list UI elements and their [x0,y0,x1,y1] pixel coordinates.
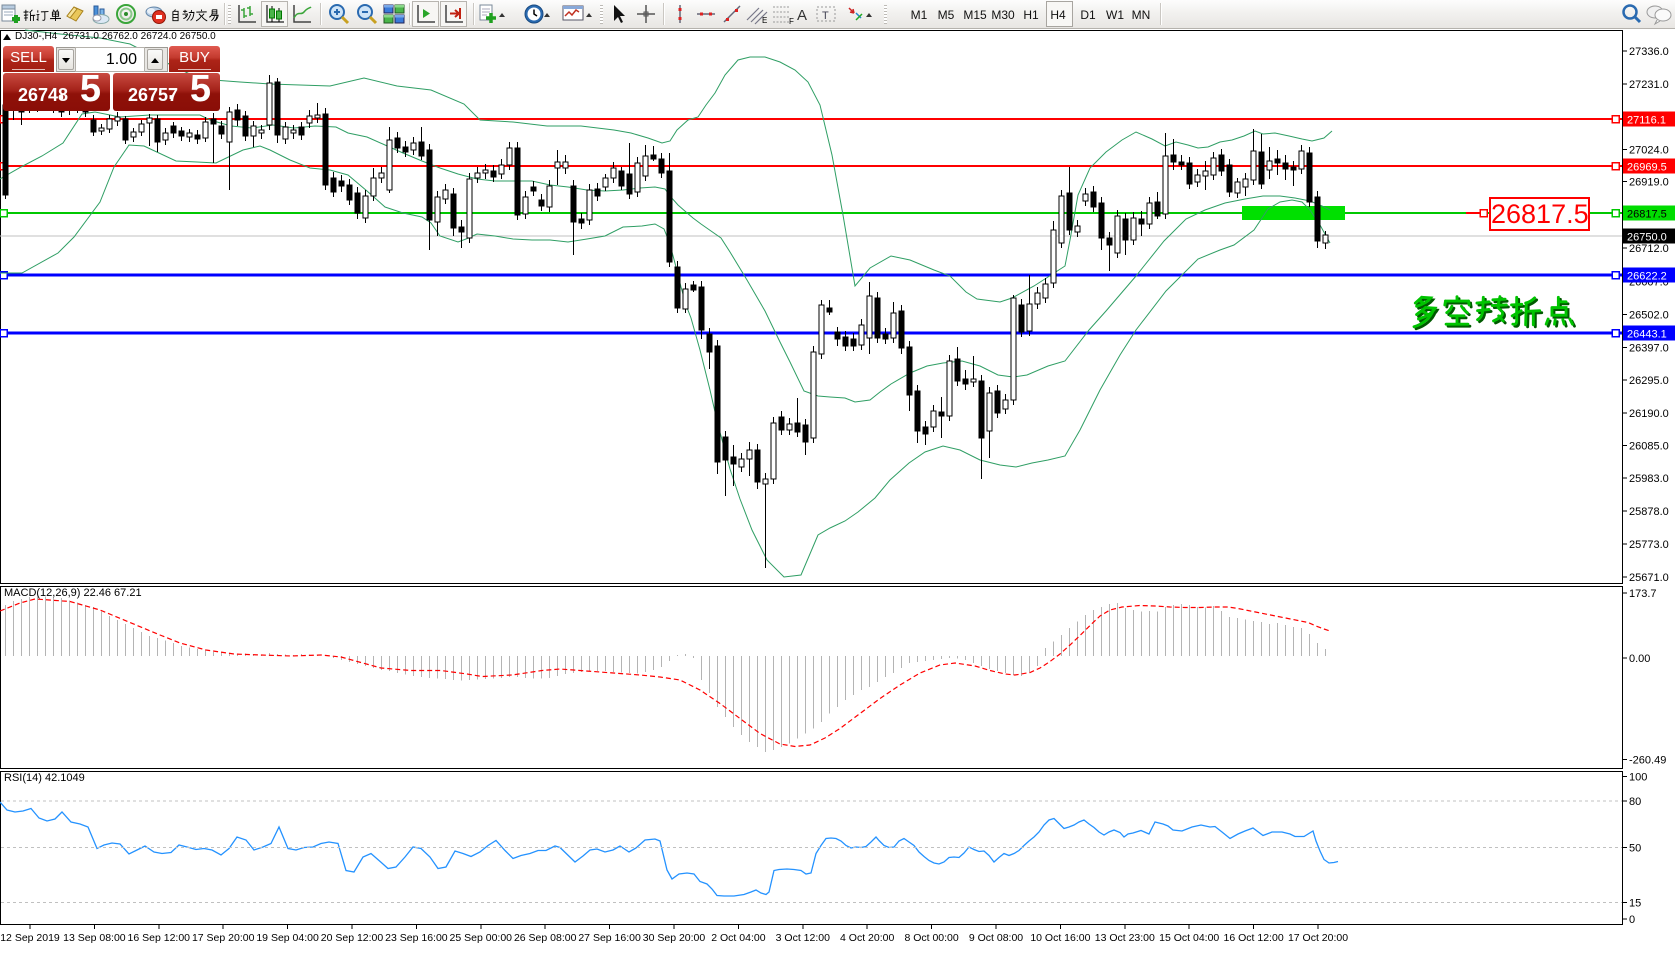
svg-text:MACD(12,26,9) 22.46 67.21: MACD(12,26,9) 22.46 67.21 [4,587,142,599]
svg-text:25878.0: 25878.0 [1629,506,1669,518]
svg-text:26 Sep 08:00: 26 Sep 08:00 [514,932,577,944]
svg-text:23 Sep 16:00: 23 Sep 16:00 [385,932,448,944]
svg-text:19 Sep 04:00: 19 Sep 04:00 [256,932,319,944]
svg-text:26190.0: 26190.0 [1629,408,1669,420]
svg-text:173.7: 173.7 [1629,588,1657,600]
svg-text:12 Sep 2019: 12 Sep 2019 [0,932,60,944]
svg-text:13 Oct 23:00: 13 Oct 23:00 [1095,932,1155,944]
svg-text:100: 100 [1629,771,1647,783]
svg-text:E: E [762,16,767,25]
svg-text:26817.5: 26817.5 [1627,209,1667,221]
svg-text:0.00: 0.00 [1629,653,1650,665]
svg-text:27231.0: 27231.0 [1629,79,1669,91]
svg-text:A: A [797,7,807,24]
svg-text:25 Sep 00:00: 25 Sep 00:00 [450,932,513,944]
svg-text:17 Oct 20:00: 17 Oct 20:00 [1288,932,1348,944]
svg-text:15: 15 [1629,898,1641,910]
svg-text:4 Oct 20:00: 4 Oct 20:00 [840,932,894,944]
svg-text:25671.0: 25671.0 [1629,572,1669,584]
svg-text:26397.0: 26397.0 [1629,343,1669,355]
svg-text:25983.0: 25983.0 [1629,473,1669,485]
svg-text:26502.0: 26502.0 [1629,310,1669,322]
svg-text:27024.0: 27024.0 [1629,144,1669,156]
svg-text:16 Oct 12:00: 16 Oct 12:00 [1224,932,1284,944]
svg-text:13 Sep 08:00: 13 Sep 08:00 [63,932,126,944]
svg-text:26443.1: 26443.1 [1627,329,1667,341]
svg-text:20 Sep 12:00: 20 Sep 12:00 [321,932,384,944]
svg-text:8 Oct 00:00: 8 Oct 00:00 [904,932,958,944]
svg-text:RSI(14) 42.1049: RSI(14) 42.1049 [4,772,85,784]
svg-text:26085.0: 26085.0 [1629,441,1669,453]
svg-text:25773.0: 25773.0 [1629,539,1669,551]
svg-text:27116.1: 27116.1 [1627,115,1666,127]
svg-text:0: 0 [1629,914,1635,926]
svg-text:T: T [822,10,829,22]
svg-text:80: 80 [1629,796,1641,808]
svg-text:-260.49: -260.49 [1629,755,1666,767]
svg-text:2 Oct 04:00: 2 Oct 04:00 [711,932,765,944]
svg-text:15 Oct 04:00: 15 Oct 04:00 [1159,932,1219,944]
svg-text:26622.2: 26622.2 [1627,271,1667,283]
svg-text:26969.5: 26969.5 [1627,162,1667,174]
svg-text:26295.0: 26295.0 [1629,375,1669,387]
svg-text:26919.0: 26919.0 [1629,177,1669,189]
svg-text:9 Oct 08:00: 9 Oct 08:00 [969,932,1023,944]
svg-text:3 Oct 12:00: 3 Oct 12:00 [776,932,830,944]
svg-text:26750.0: 26750.0 [1627,232,1667,244]
svg-text:30 Sep 20:00: 30 Sep 20:00 [643,932,706,944]
svg-text:10 Oct 16:00: 10 Oct 16:00 [1030,932,1090,944]
svg-text:F: F [789,17,794,26]
svg-text:16 Sep 12:00: 16 Sep 12:00 [128,932,191,944]
svg-text:17 Sep 20:00: 17 Sep 20:00 [192,932,255,944]
svg-text:27336.0: 27336.0 [1629,46,1669,58]
svg-text:26712.0: 26712.0 [1629,243,1669,255]
svg-text:27 Sep 16:00: 27 Sep 16:00 [578,932,641,944]
svg-text:50: 50 [1629,843,1641,855]
